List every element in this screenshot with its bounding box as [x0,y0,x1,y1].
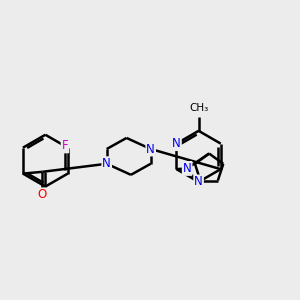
Text: F: F [61,140,68,152]
Text: N: N [172,137,181,150]
Text: CH₃: CH₃ [189,103,208,113]
Text: N: N [146,142,155,155]
Text: O: O [38,188,47,201]
Text: N: N [183,162,191,175]
Text: N: N [102,157,111,170]
Text: N: N [194,176,203,188]
